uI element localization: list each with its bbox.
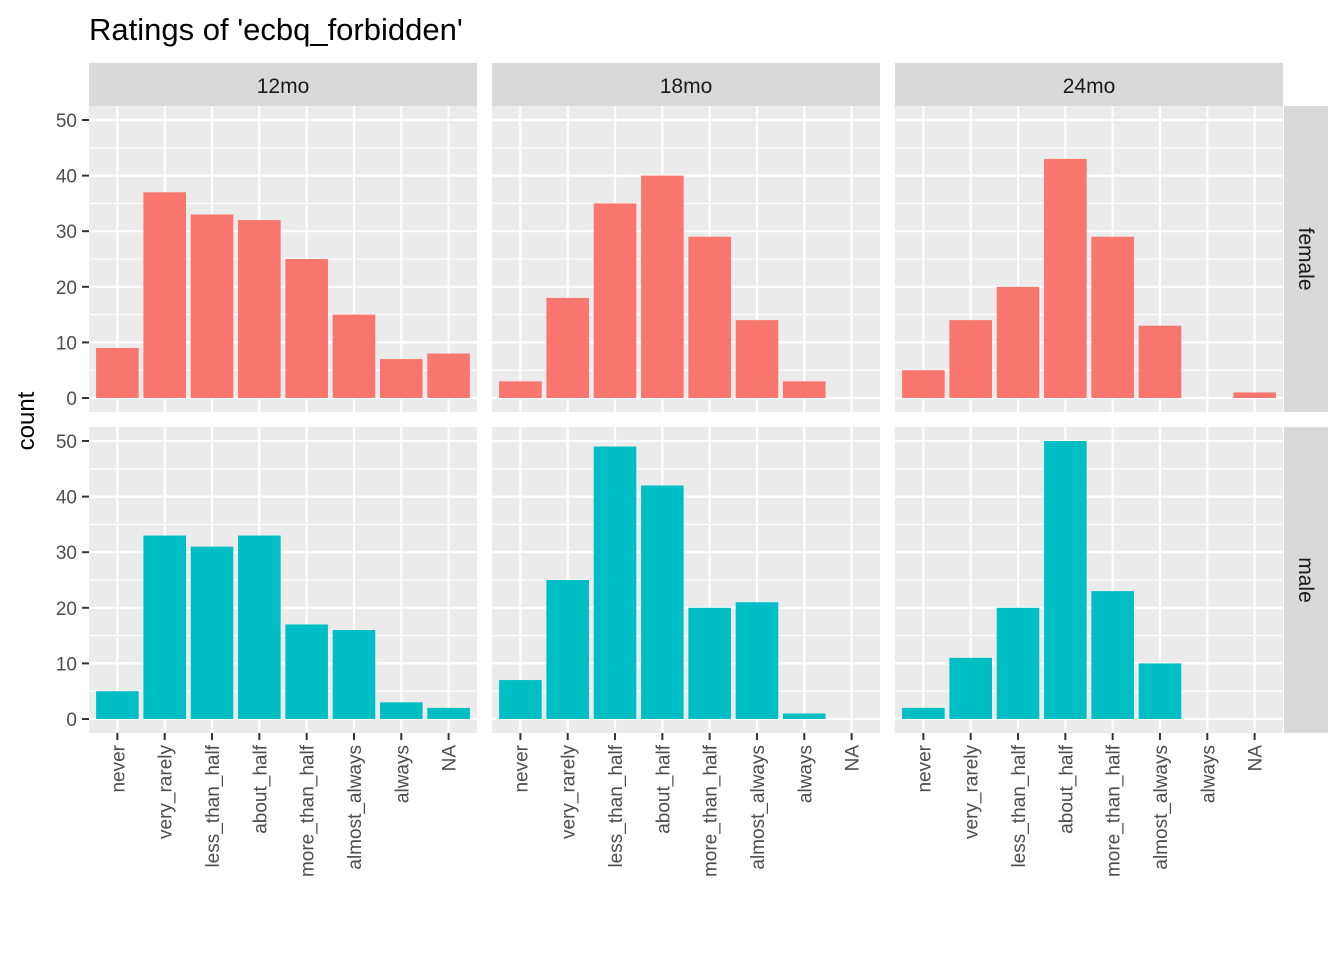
y-tick-label: 0: [66, 710, 77, 731]
y-tick-label: 10: [56, 333, 77, 354]
x-tick-label: never: [108, 744, 129, 792]
bar-male-18mo-about_half: [641, 485, 684, 719]
bar-male-24mo-never: [902, 707, 945, 719]
bar-female-12mo-very_rarely: [143, 192, 186, 398]
x-tick-label: very_rarely: [156, 745, 177, 839]
bar-female-18mo-less_than_half: [593, 203, 637, 398]
x-tick-label: NA: [843, 745, 864, 772]
y-tick-label: 10: [56, 654, 77, 675]
x-tick-label: almost_always: [1151, 745, 1172, 870]
x-tick-label: about_half: [250, 744, 271, 833]
bar-female-12mo-about_half: [238, 220, 281, 398]
bar-female-12mo-never: [96, 347, 139, 398]
facet-strip-24mo: [895, 63, 1283, 106]
bar-female-24mo-about_half: [1044, 158, 1087, 398]
bar-female-24mo-NA: [1233, 392, 1276, 398]
facet-strip-label: 24mo: [1063, 75, 1116, 98]
bar-male-12mo-never: [96, 691, 139, 719]
bar-female-18mo-almost_always: [735, 320, 779, 398]
bar-female-12mo-almost_always: [332, 314, 376, 398]
bar-female-18mo-always: [783, 381, 826, 398]
y-tick-label: 40: [56, 167, 77, 188]
bar-male-24mo-very_rarely: [949, 657, 992, 719]
x-tick-label: never: [511, 744, 532, 792]
bar-male-18mo-always: [783, 713, 826, 719]
facet-strip-label: 12mo: [257, 75, 310, 98]
x-tick-label: about_half: [1056, 744, 1077, 833]
y-tick-label: 20: [56, 278, 77, 299]
facet-strip-18mo: [492, 63, 880, 106]
y-tick-label: 50: [56, 111, 77, 132]
x-tick-label: NA: [440, 745, 461, 772]
y-tick-label: 40: [56, 488, 77, 509]
bar-male-12mo-very_rarely: [143, 535, 186, 719]
bar-male-12mo-always: [380, 702, 423, 719]
bar-female-12mo-less_than_half: [190, 214, 234, 398]
x-tick-label: less_than_half: [203, 744, 224, 867]
facet-strip-label: female: [1294, 227, 1317, 290]
bar-male-12mo-less_than_half: [190, 546, 234, 719]
bar-male-24mo-about_half: [1044, 441, 1087, 719]
y-axis-label: count: [13, 391, 40, 450]
x-tick-label: more_than_half: [298, 744, 319, 877]
y-tick-label: 0: [66, 389, 77, 410]
bar-male-24mo-more_than_half: [1091, 591, 1134, 719]
bar-female-24mo-very_rarely: [949, 320, 992, 398]
bar-male-18mo-never: [499, 680, 542, 719]
facet-strip-female: [1284, 106, 1328, 412]
y-tick-label: 20: [56, 599, 77, 620]
chart-title: Ratings of 'ecbq_forbidden': [89, 12, 463, 47]
y-tick-label: 30: [56, 222, 77, 243]
bar-female-18mo-very_rarely: [546, 297, 589, 398]
bar-female-24mo-never: [902, 370, 945, 398]
x-tick-label: very_rarely: [559, 745, 580, 839]
bar-male-12mo-NA: [427, 707, 470, 719]
panels-layer: 12mo 18mo 24mo female male 0 10 20 30 40 50 0 10 20 30…: [56, 63, 1328, 877]
bar-female-12mo-more_than_half: [285, 259, 328, 398]
x-tick-label: less_than_half: [1009, 744, 1030, 867]
x-tick-label: very_rarely: [962, 745, 983, 839]
x-tick-label: almost_always: [345, 745, 366, 870]
bar-female-18mo-more_than_half: [688, 236, 731, 398]
x-tick-label: never: [914, 744, 935, 792]
bar-female-24mo-more_than_half: [1091, 236, 1134, 398]
facet-strip-12mo: [89, 63, 477, 106]
facet-strip-label: male: [1294, 557, 1317, 603]
y-tick-label: 30: [56, 543, 77, 564]
x-tick-label: more_than_half: [1104, 744, 1125, 877]
bar-female-18mo-never: [499, 381, 542, 398]
bar-female-24mo-almost_always: [1138, 325, 1182, 398]
bar-male-12mo-more_than_half: [285, 624, 328, 719]
x-tick-label: always: [392, 745, 413, 803]
facet-strip-male: [1284, 427, 1328, 733]
facet-strip-label: 18mo: [660, 75, 713, 98]
bar-female-12mo-NA: [427, 353, 470, 398]
x-tick-label: more_than_half: [701, 744, 722, 877]
bar-male-24mo-almost_always: [1138, 663, 1182, 719]
bar-male-18mo-less_than_half: [593, 446, 637, 719]
x-tick-label: about_half: [653, 744, 674, 833]
bar-male-18mo-more_than_half: [688, 607, 731, 719]
x-tick-label: always: [795, 745, 816, 803]
bar-male-12mo-about_half: [238, 535, 281, 719]
bar-female-12mo-always: [380, 359, 423, 398]
bar-female-18mo-about_half: [641, 175, 684, 398]
bar-male-18mo-very_rarely: [546, 580, 589, 719]
x-tick-label: NA: [1246, 745, 1267, 772]
bar-male-18mo-almost_always: [735, 602, 779, 719]
bar-male-24mo-less_than_half: [996, 607, 1040, 719]
y-tick-label: 50: [56, 432, 77, 453]
x-tick-label: almost_always: [748, 745, 769, 870]
bar-male-12mo-almost_always: [332, 630, 376, 719]
x-tick-label: always: [1198, 745, 1219, 803]
bar-female-24mo-less_than_half: [996, 286, 1040, 398]
x-tick-label: less_than_half: [606, 744, 627, 867]
